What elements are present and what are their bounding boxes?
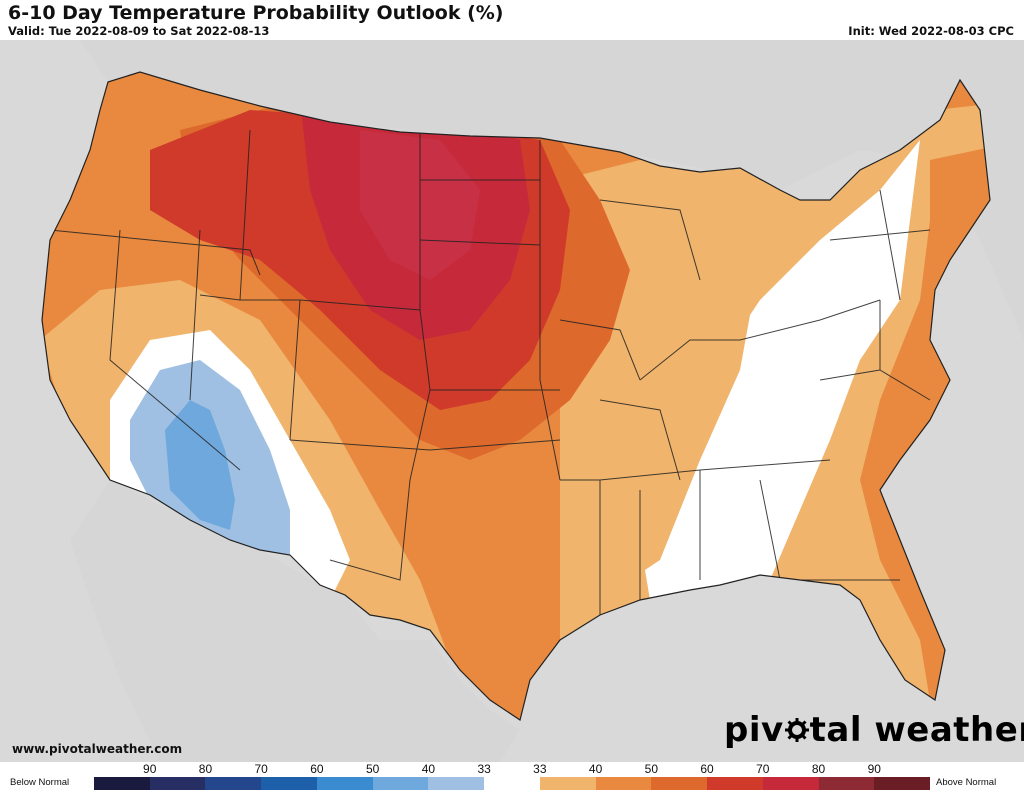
init-time: Init: Wed 2022-08-03 CPC xyxy=(848,24,1014,38)
us-outline xyxy=(41,71,991,721)
legend-swatch xyxy=(316,777,373,790)
legend-swatch xyxy=(595,777,652,790)
mexico-land xyxy=(70,480,520,762)
legend-above-label: Above Normal xyxy=(936,777,997,788)
legend-tick-label: 60 xyxy=(310,762,324,776)
legend-swatch xyxy=(818,777,875,790)
header: 6-10 Day Temperature Probability Outlook… xyxy=(0,0,1024,40)
legend-color-bar xyxy=(94,777,931,790)
legend-tick-label: 40 xyxy=(588,762,603,776)
region-above-33-midwest xyxy=(600,260,760,600)
legend-swatch xyxy=(94,777,150,790)
brand-text-right: tal weather xyxy=(809,710,1024,750)
legend-tick-label: 50 xyxy=(644,762,658,776)
legend-tick-labels: 90 80 70 60 50 40 33 33 40 50 60 70 80 90 xyxy=(0,762,1024,776)
legend-tick-label: 33 xyxy=(533,762,547,776)
legend-swatch xyxy=(484,777,540,790)
legend-tick-label: 50 xyxy=(365,762,380,776)
map-title: 6-10 Day Temperature Probability Outlook… xyxy=(8,2,504,24)
legend-swatch xyxy=(428,777,485,790)
state-lines xyxy=(49,120,931,620)
legend-tick-label: 60 xyxy=(700,762,714,776)
legend-tick-label: 80 xyxy=(811,762,826,776)
outlook-map xyxy=(0,40,1024,762)
brand-text-left: piv xyxy=(724,710,784,750)
legend-tick-label: 40 xyxy=(421,762,436,776)
legend-below-label: Below Normal xyxy=(10,777,70,788)
legend-swatch xyxy=(762,777,819,790)
gear-icon xyxy=(784,718,809,742)
valid-dates: Valid: Tue 2022-08-09 to Sat 2022-08-13 xyxy=(8,24,270,38)
legend-swatch xyxy=(707,777,763,790)
legend-swatch xyxy=(149,777,206,790)
legend-tick-label: 70 xyxy=(254,762,268,776)
legend-tick-label: 70 xyxy=(756,762,770,776)
legend: 90 80 70 60 50 40 33 33 40 50 60 70 80 90 Below Norma… xyxy=(0,762,1024,791)
legend-swatch xyxy=(261,777,317,790)
website-url[interactable]: www.pivotalweather.com xyxy=(12,742,183,756)
legend-swatch xyxy=(874,777,931,790)
legend-swatch xyxy=(205,777,262,790)
pivotal-weather-logo: piv tal weather xyxy=(724,710,1024,750)
legend-swatch xyxy=(539,777,596,790)
legend-tick-label: 90 xyxy=(867,762,881,776)
legend-tick-label: 33 xyxy=(477,762,491,776)
legend-swatch xyxy=(651,777,708,790)
legend-tick-label: 80 xyxy=(198,762,213,776)
canada-land xyxy=(0,40,1024,340)
map-canvas xyxy=(0,40,1024,762)
legend-tick-label: 90 xyxy=(143,762,157,776)
legend-swatch xyxy=(372,777,429,790)
region-below-40 xyxy=(165,400,235,530)
region-near-normal-east xyxy=(640,140,920,600)
